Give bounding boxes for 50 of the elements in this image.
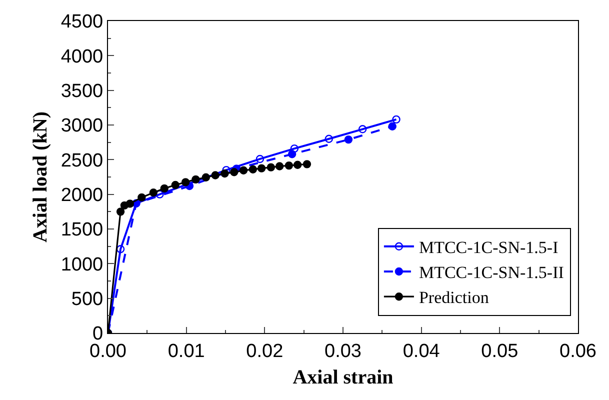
x-axis-title: Axial strain [292,366,394,388]
point [392,115,400,124]
point [181,178,190,186]
y-axis-title: Axial load (kN) [29,111,52,243]
x-tick-label: 0.06 [560,340,596,362]
point [116,208,125,216]
point [239,166,248,175]
y-tick-label: 4500 [60,12,104,33]
point [284,161,294,170]
x-tick-label: 0.01 [168,340,205,362]
point [211,171,220,180]
point [293,160,302,169]
y-tick-label: 1500 [60,220,104,241]
point [149,188,158,197]
point [138,193,146,202]
point [192,175,200,184]
point [290,144,299,153]
point [302,160,312,168]
y-tick-label: 1000 [60,254,104,276]
x-tick-label: 0.02 [246,340,284,362]
point [257,164,266,172]
legend-label: MTCC-1C-SN-1.5-II [418,263,564,282]
point [388,122,396,130]
point [160,184,168,193]
y-tick-label: 2500 [60,150,104,172]
point [230,168,238,176]
y-tick-label: 3000 [60,116,104,137]
point [358,125,367,134]
point [126,200,134,208]
point [248,165,258,174]
point [275,162,284,170]
y-tick-label: 3500 [60,80,104,102]
x-tick-label: 0.04 [402,340,440,362]
y-tick-label: 2000 [60,184,104,206]
point [324,134,333,143]
point [288,150,296,158]
x-tick-label: 0.05 [481,340,518,362]
point [156,190,164,198]
legend-label: MTCC-1C-SN-1.5-I [418,238,559,258]
point [202,173,210,182]
x-tick-label: 0.03 [324,340,362,362]
legend-label: Prediction [418,288,490,308]
point [171,180,180,190]
point [220,169,229,178]
point [266,163,276,172]
y-tick-label: 500 [71,288,104,310]
point [344,135,353,144]
point [116,245,125,254]
y-tick-label: 4000 [60,46,104,68]
point [256,154,264,164]
